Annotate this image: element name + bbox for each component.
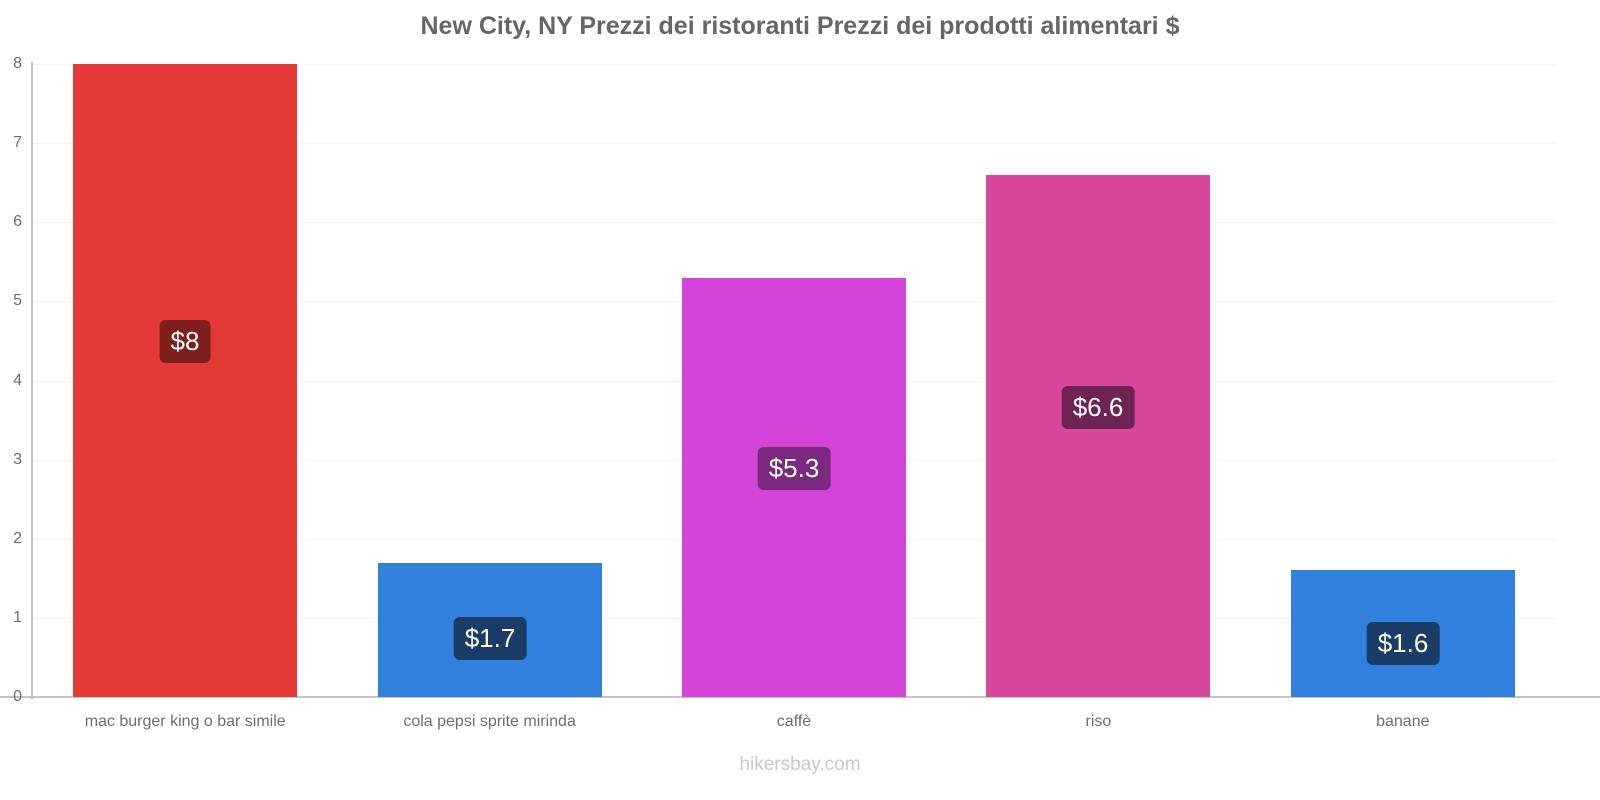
y-axis-tick-label: 3 <box>13 450 22 468</box>
y-axis-tick-label: 1 <box>13 608 22 626</box>
gridline <box>33 64 1555 65</box>
bar[interactable]: $1.7 <box>378 562 602 697</box>
y-axis-tick-label: 2 <box>13 529 22 547</box>
bar[interactable]: $5.3 <box>682 277 906 697</box>
chart-title: New City, NY Prezzi dei ristoranti Prezz… <box>420 12 1180 40</box>
footer-watermark: hikersbay.com <box>739 754 861 775</box>
bar[interactable]: $8 <box>73 64 297 697</box>
x-axis-line <box>0 696 1600 698</box>
y-axis-line <box>31 62 33 699</box>
bar-value-label: $5.3 <box>757 447 831 491</box>
x-axis-category-label: caffè <box>776 713 812 730</box>
y-axis-tick-label: 7 <box>13 134 22 152</box>
y-axis-tick-label: 6 <box>13 213 22 231</box>
bar-value-label: $6.6 <box>1061 386 1135 430</box>
x-axis-category-label: banane <box>1376 713 1430 730</box>
x-axis-category-label: cola pepsi sprite mirinda <box>403 713 576 730</box>
x-axis-category-label: riso <box>1085 713 1112 730</box>
bar[interactable]: $6.6 <box>986 174 1210 697</box>
y-axis-tick-label: 8 <box>13 55 22 72</box>
gridline <box>33 222 1555 224</box>
y-axis-tick-label: 4 <box>13 371 22 389</box>
gridline <box>33 143 1555 145</box>
bar[interactable]: $1.6 <box>1291 570 1515 697</box>
y-axis-tick-label: 0 <box>13 688 22 705</box>
bar-value-label: $1.7 <box>453 616 527 660</box>
bar-value-label: $8 <box>159 320 211 364</box>
y-axis-tick-label: 5 <box>13 292 22 310</box>
x-axis-category-label: mac burger king o bar simile <box>84 713 286 730</box>
bar-value-label: $1.6 <box>1366 621 1440 665</box>
